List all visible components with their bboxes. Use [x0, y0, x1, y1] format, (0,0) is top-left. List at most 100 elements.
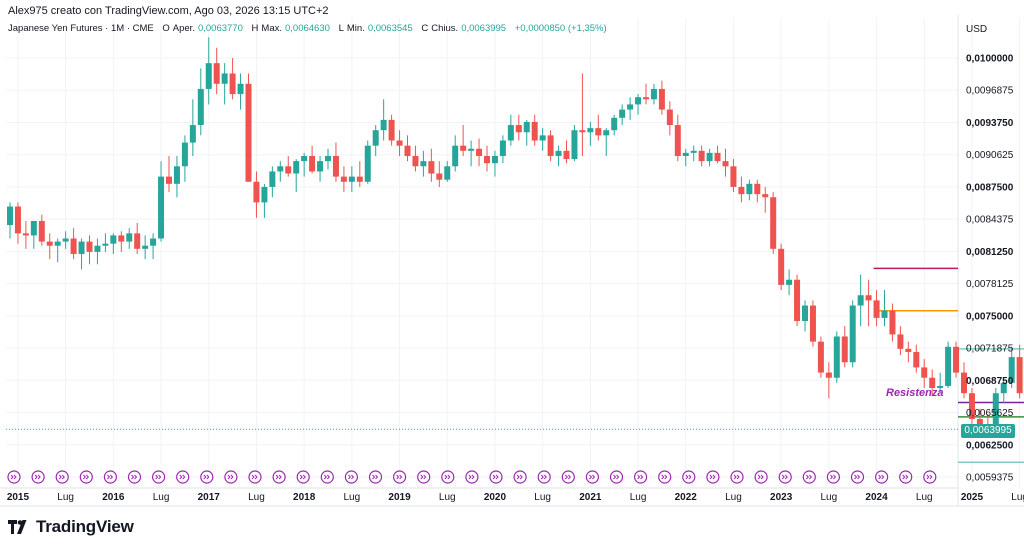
close-prefix: Chius.	[431, 23, 459, 34]
candle-body	[857, 295, 864, 306]
candle-body	[380, 119, 387, 131]
candle-body	[539, 135, 546, 141]
candle-body	[762, 194, 769, 198]
close-label: C	[421, 23, 429, 34]
event-marker-icon	[7, 470, 21, 484]
candle-body	[738, 186, 745, 195]
tradingview-logo[interactable]: TradingView	[8, 517, 134, 537]
time-tick-label: Lug	[534, 492, 551, 503]
candle-body	[388, 119, 395, 141]
candle-body	[722, 161, 729, 167]
candle-body	[698, 150, 705, 162]
event-marker-icon	[103, 470, 118, 484]
candle-body	[531, 121, 538, 141]
time-tick-label: 2015	[7, 492, 30, 503]
candle-body	[412, 155, 419, 167]
candle-body	[937, 385, 944, 389]
candle-body	[619, 109, 626, 118]
candle-body	[94, 245, 101, 252]
candle-body	[714, 152, 721, 162]
candle-body	[786, 279, 793, 285]
candle-body	[317, 161, 324, 172]
event-marker-icon	[923, 470, 937, 484]
candle-body	[237, 83, 244, 95]
candle-body	[364, 145, 371, 182]
symbol-name: Japanese Yen Futures · 1M · CME	[8, 23, 154, 34]
candle-body	[929, 377, 936, 389]
time-tick-label: Lug	[725, 492, 742, 503]
low-label: L	[338, 23, 344, 34]
price-tick-label: 0,0084375	[966, 215, 1014, 226]
low-value: 0,0063545	[367, 23, 413, 34]
candle-body	[221, 73, 228, 84]
candle-body	[754, 183, 761, 195]
candle-body	[253, 181, 260, 203]
price-tick-label: 0,0071875	[966, 344, 1014, 355]
candle-body	[452, 145, 459, 167]
candle-body	[229, 73, 236, 95]
candle-body	[794, 279, 801, 322]
candle-body	[38, 220, 45, 242]
price-tick-label: 0,0068750	[966, 376, 1014, 387]
event-marker-icon	[320, 470, 334, 484]
event-marker-icon	[850, 470, 865, 484]
candle-body	[611, 117, 618, 131]
candle-body	[396, 140, 403, 146]
candle-body	[491, 155, 498, 164]
time-tick-label: 2018	[293, 492, 316, 503]
candle-body	[706, 152, 713, 162]
close-value: 0,0063995	[461, 23, 507, 34]
candle-body	[841, 336, 848, 363]
time-tick-label: 2024	[865, 492, 888, 503]
high-value: 0,0064630	[285, 23, 330, 34]
event-marker-icon	[368, 470, 383, 484]
event-marker-icon	[31, 470, 45, 484]
candle-body	[881, 310, 888, 318]
event-marker-icon	[537, 470, 551, 484]
candle-body	[484, 155, 490, 164]
price-tick-label: 0,0093750	[966, 118, 1014, 129]
candle-body	[213, 63, 220, 84]
time-axis[interactable]: 2015 Lug 2016 Lug 2017 Lug 2018 Lug 2019 Lug 2020 L…	[7, 492, 1024, 503]
candle-body	[595, 128, 602, 136]
event-marker-icon	[561, 470, 575, 484]
price-axis[interactable]: 0,0100000 0,0096875 0,0093750 0,0090625 0,00…	[966, 54, 1014, 484]
candle-body	[802, 305, 808, 322]
event-marker-icon	[513, 470, 527, 484]
event-marker-icon	[754, 470, 768, 484]
candle-body	[134, 233, 141, 249]
candle-body	[746, 183, 753, 195]
event-marker-icon	[730, 470, 744, 484]
event-marker-icon	[344, 470, 358, 484]
candle-body	[945, 346, 952, 386]
candle-body	[1008, 357, 1015, 383]
price-tick-label: 0,0087500	[966, 182, 1014, 193]
candle-body	[666, 109, 673, 126]
price-tick-label: 0,0100000	[966, 54, 1014, 65]
currency-label[interactable]: USD	[966, 24, 988, 35]
author-line: Alex975 creato con TradingView.com, Ago …	[8, 5, 329, 17]
event-marker-icon	[489, 470, 503, 484]
candle-body	[245, 83, 252, 182]
candle-body	[658, 88, 665, 110]
candle-body	[309, 155, 316, 172]
event-marker-icon	[874, 470, 889, 484]
candle-body	[420, 161, 427, 167]
candle-body	[340, 176, 347, 182]
candle-body	[460, 145, 467, 151]
chart-grid	[0, 15, 1024, 507]
time-tick-label: 2022	[675, 492, 698, 503]
time-tick-label: Lug	[439, 492, 456, 503]
candle-body	[197, 88, 204, 126]
candle-body	[579, 130, 586, 133]
event-marker-icon	[393, 470, 407, 484]
event-marker-icon	[176, 470, 190, 484]
candle-body	[468, 148, 475, 151]
brand-name: TradingView	[36, 517, 134, 536]
candle-body	[953, 346, 960, 373]
candle-body	[62, 238, 69, 242]
high-prefix: Max.	[261, 23, 282, 34]
time-tick-label: Lug	[344, 492, 361, 503]
candle-body	[571, 130, 578, 160]
